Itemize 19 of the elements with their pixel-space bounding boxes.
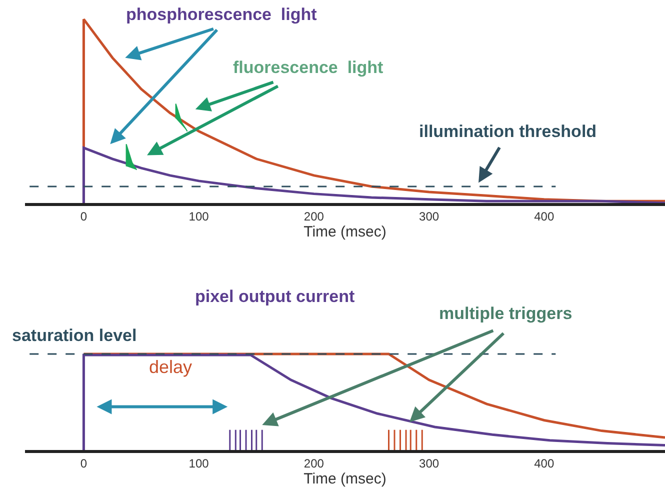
x-tick-label: 400 [534,456,554,470]
x-tick-label: 0 [80,456,88,470]
x-tick-label: 100 [188,209,210,224]
text: multiple triggers [439,304,572,323]
x-tick-label: 200 [304,209,324,224]
x-tick-label: 200 [304,456,324,470]
text: pixel output current [195,287,355,306]
x-axis-title: Time (msec) [304,223,386,240]
annotation: fluorescence light [233,58,384,77]
x-axis-title: Time (msec) [304,470,386,488]
x-tick-label: 300 [419,456,440,470]
x-tick-label: 100 [188,456,210,470]
x-tick-label: 300 [419,209,440,224]
x-tick-label: 400 [534,209,554,224]
annotation: phosphorescence light [126,5,318,24]
ref-line-label: illumination threshold [419,122,597,141]
annotation: delay [149,357,192,377]
x-tick-label: 0 [80,209,88,224]
ref-line-label: saturation level [12,326,137,345]
